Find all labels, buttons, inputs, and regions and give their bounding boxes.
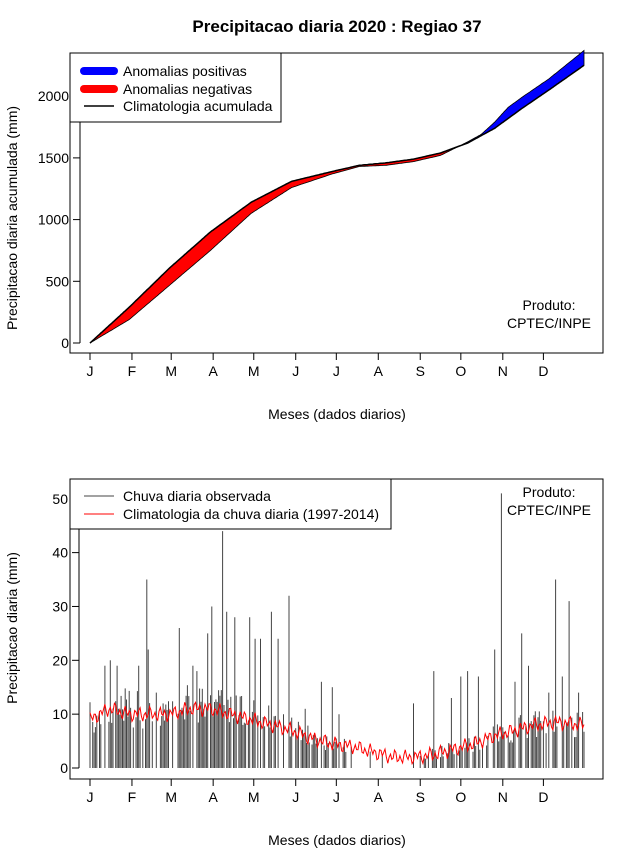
y-tick-label: 20 (52, 652, 68, 668)
y-tick-label: 2000 (38, 88, 69, 104)
x-tick-label: N (498, 789, 508, 805)
y-tick-label: 0 (60, 760, 68, 776)
x-tick-label: F (128, 789, 137, 805)
x-tick-label: D (538, 789, 548, 805)
accumulated-panel: J F M A M J J A S O N D 0 500 1000 1500 2000 Anomalias p… (4, 49, 604, 422)
y-tick-label: 1000 (38, 212, 69, 228)
anomaly-areas (89, 49, 585, 344)
x-tick-label: O (455, 363, 466, 379)
product-label: Produto: (523, 484, 576, 500)
positive-anomaly-area (457, 49, 585, 148)
chart-title: Precipitacao diaria 2020 : Regiao 37 (192, 17, 481, 36)
x-axis-label: Meses (dados diarios) (268, 832, 406, 848)
x-tick-label: J (292, 789, 299, 805)
x-tick-label: M (165, 363, 177, 379)
x-tick-label: S (416, 363, 425, 379)
x-tick-label: A (374, 789, 384, 805)
x-tick-label: J (87, 363, 94, 379)
legend-label-negative: Anomalias negativas (123, 81, 252, 97)
y-tick-label: 50 (52, 491, 68, 507)
x-tick-label: S (416, 789, 425, 805)
axes: J F M A M J J A S O N D 0 10 20 30 40 50 (52, 491, 548, 805)
legend-box (69, 478, 392, 530)
x-tick-label: J (87, 789, 94, 805)
climatology-line (89, 701, 585, 766)
negative-anomaly-area (89, 145, 459, 344)
legend-label-observed: Chuva diaria observada (123, 488, 271, 504)
x-tick-label: J (333, 789, 340, 805)
product-label: Produto: (523, 297, 576, 313)
x-tick-label: D (538, 363, 548, 379)
x-tick-label: A (208, 789, 218, 805)
x-tick-label: O (455, 789, 466, 805)
climatology-daily-line (89, 701, 585, 766)
x-tick-label: J (333, 363, 340, 379)
x-tick-label: M (165, 789, 177, 805)
x-tick-label: M (248, 789, 260, 805)
x-tick-label: A (374, 363, 384, 379)
climatology-accumulated-line (89, 64, 585, 344)
product-source: CPTEC/INPE (507, 315, 591, 331)
y-tick-label: 500 (46, 273, 70, 289)
y-axis-label: Precipitacao diaria (mm) (4, 552, 20, 704)
x-tick-label: J (292, 363, 299, 379)
x-axis-label: Meses (dados diarios) (268, 406, 406, 422)
legend-label-positive: Anomalias positivas (123, 63, 247, 79)
axes: J F M A M J J A S O N D 0 500 1000 1500 2000 (38, 88, 549, 379)
y-tick-label: 40 (52, 545, 68, 561)
x-tick-label: M (248, 363, 260, 379)
legend-label-climatology: Climatologia da chuva diaria (1997-2014) (123, 506, 379, 522)
product-source: CPTEC/INPE (507, 502, 591, 518)
y-axis-label: Precipitacao diaria acumulada (mm) (4, 106, 20, 330)
legend: Anomalias positivas Anomalias negativas … (69, 52, 282, 123)
daily-panel: J F M A M J J A S O N D 0 10 20 30 40 50 Chuva diaria obs… (4, 478, 604, 848)
y-tick-label: 0 (61, 335, 69, 351)
legend-label-climatology: Climatologia acumulada (123, 98, 273, 114)
legend: Chuva diaria observada Climatologia da c… (69, 478, 392, 530)
x-tick-label: A (208, 363, 218, 379)
y-tick-label: 10 (52, 706, 68, 722)
x-tick-label: F (128, 363, 137, 379)
x-tick-label: N (498, 363, 508, 379)
y-tick-label: 1500 (38, 150, 69, 166)
y-tick-label: 30 (52, 598, 68, 614)
